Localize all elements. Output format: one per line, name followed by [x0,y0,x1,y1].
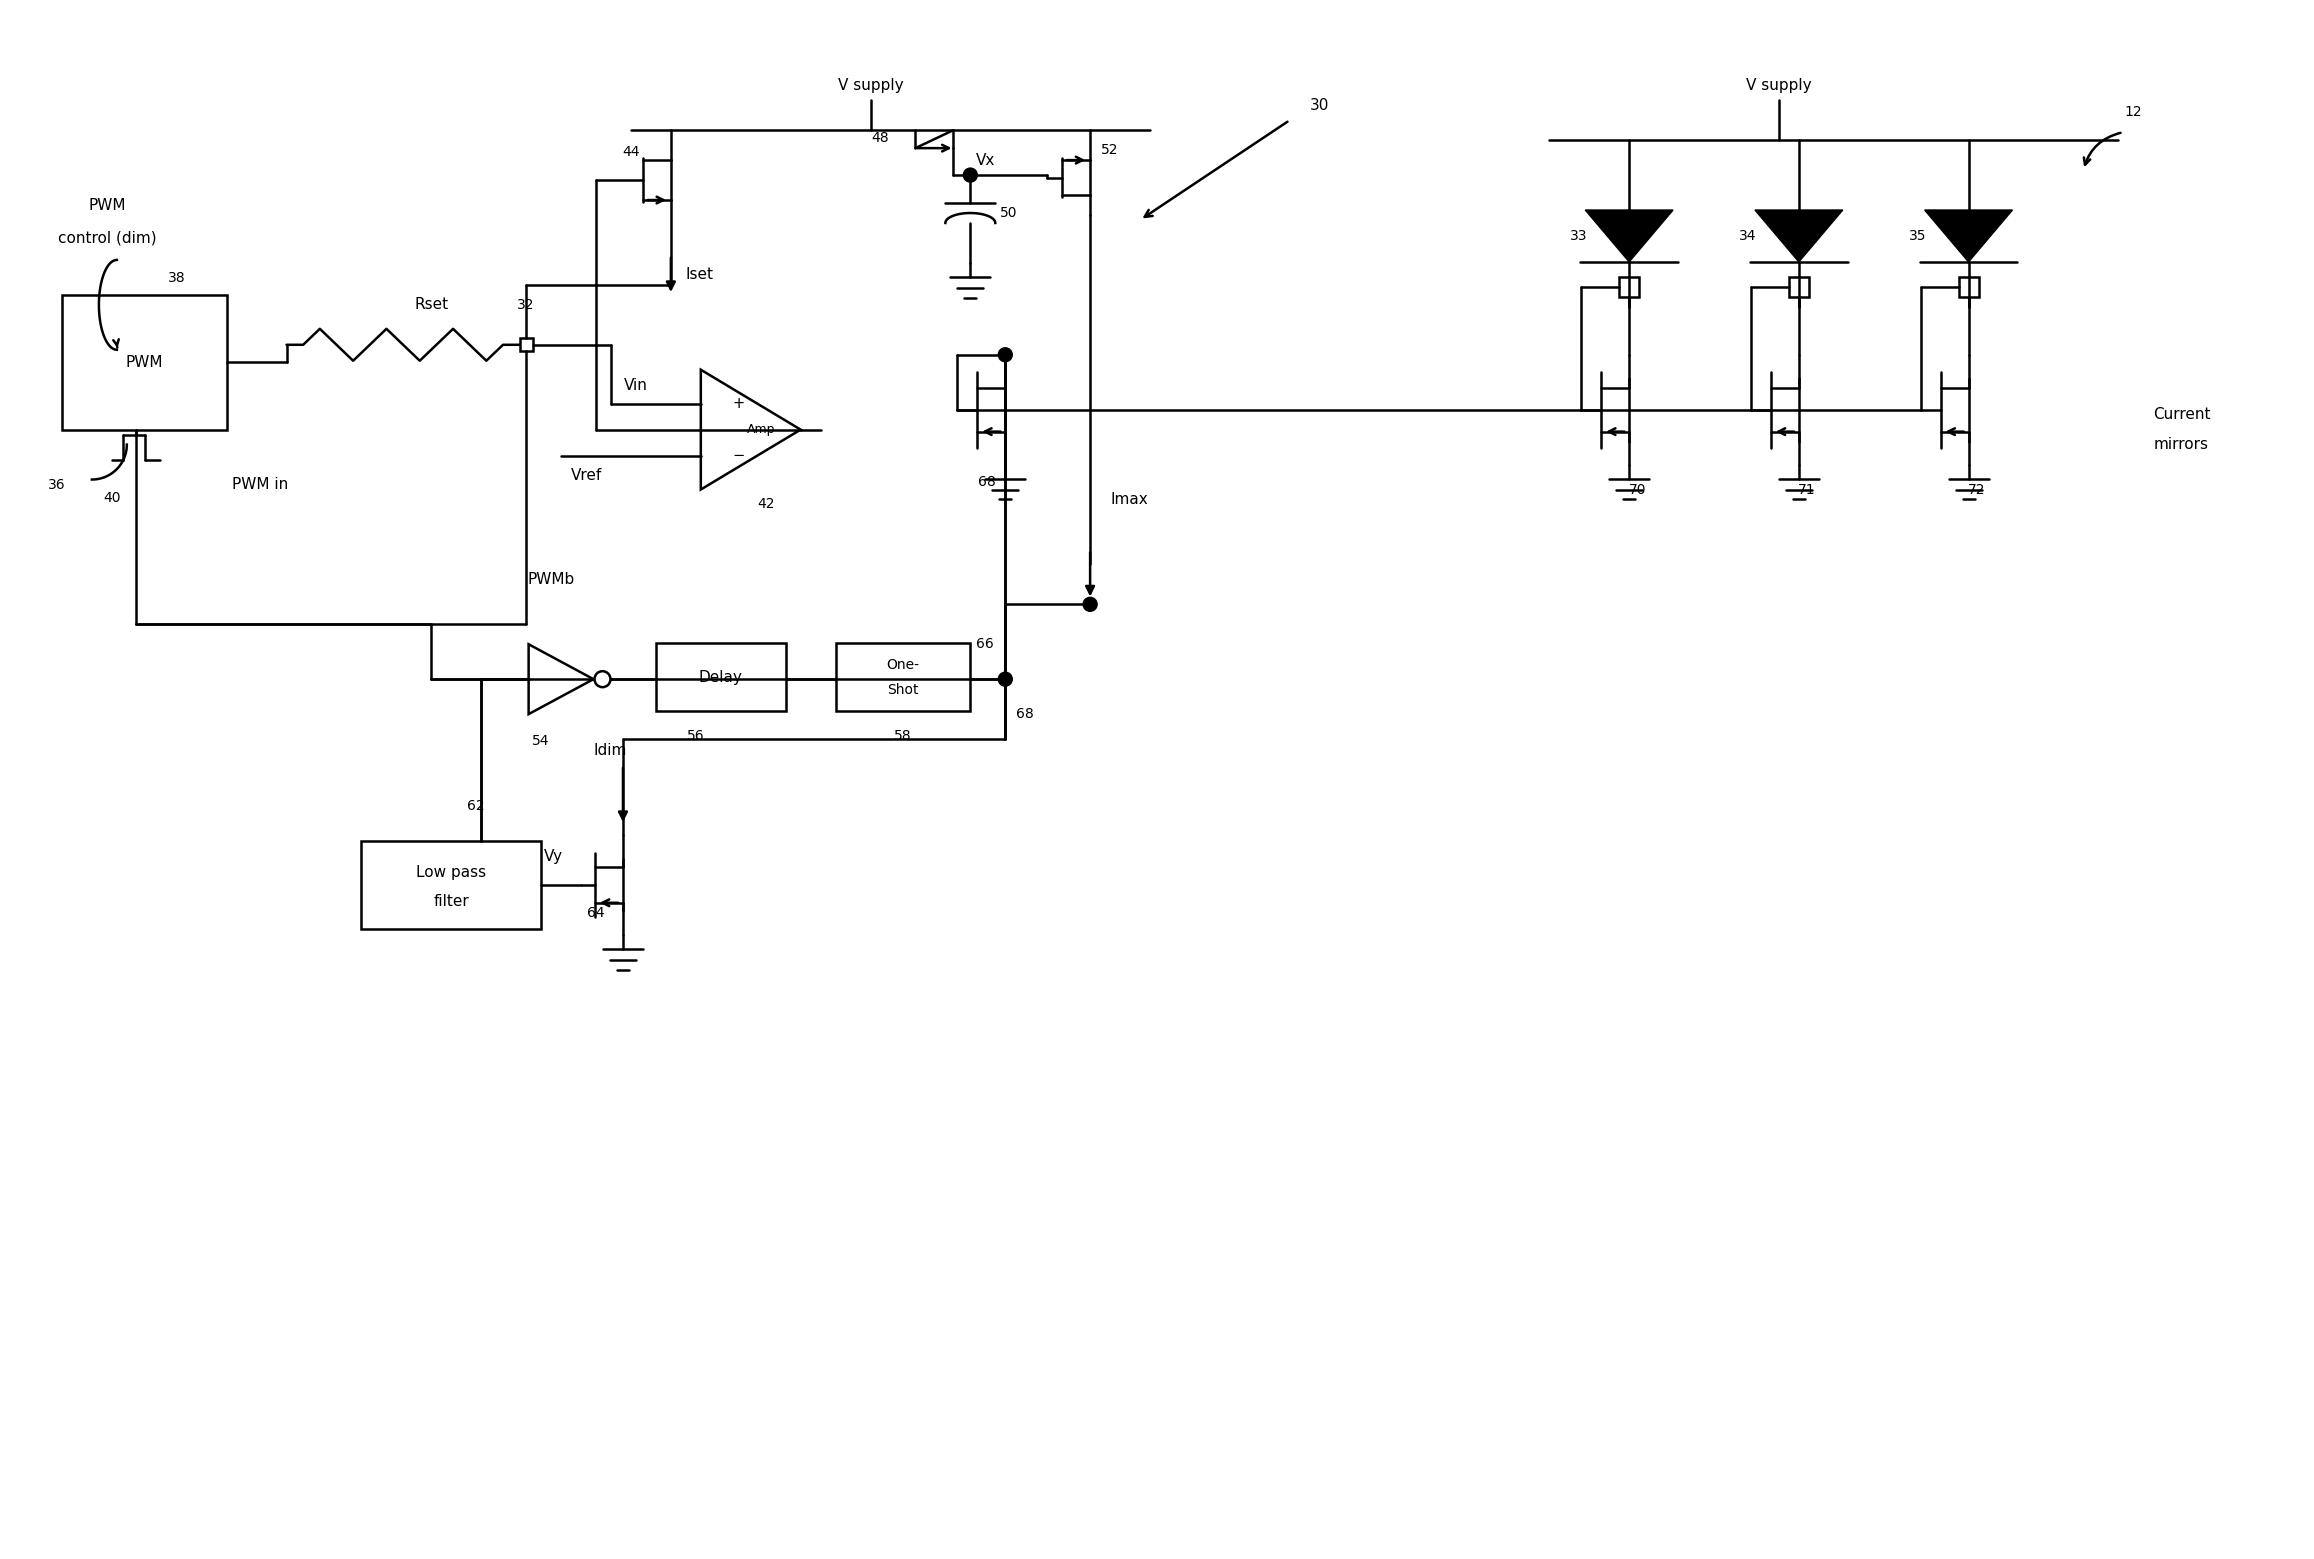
Text: −: − [734,447,745,463]
Text: PWM: PWM [88,198,125,212]
Text: 66: 66 [977,638,995,652]
Text: 44: 44 [622,145,639,159]
Text: mirrors: mirrors [2154,437,2208,452]
Text: 70: 70 [1629,483,1645,496]
Text: Shot: Shot [886,683,919,697]
Bar [655,644,787,711]
Text: 35: 35 [1909,229,1928,243]
Bar [1620,278,1638,296]
Text: +: + [734,396,745,412]
Polygon shape [1585,210,1673,262]
Text: Idim: Idim [592,742,627,758]
Text: 48: 48 [872,131,889,145]
Text: 52: 52 [1101,143,1120,157]
Text: 68: 68 [979,474,997,488]
Text: 33: 33 [1569,229,1587,243]
Text: 30: 30 [1310,98,1331,112]
Text: PWM in: PWM in [231,477,287,493]
Text: 72: 72 [1967,483,1985,496]
Text: Low pass: Low pass [417,865,486,881]
Text: control (dim): control (dim) [58,231,155,245]
Text: Vx: Vx [977,153,995,168]
Text: 58: 58 [893,730,912,744]
Text: 54: 54 [532,734,551,748]
Bar [835,644,970,711]
Circle shape [997,348,1011,362]
Text: 34: 34 [1740,229,1756,243]
Text: PWMb: PWMb [528,572,574,586]
Text: 56: 56 [687,730,706,744]
Text: Current: Current [2154,407,2210,422]
Text: 32: 32 [518,298,535,312]
Text: 38: 38 [169,271,185,285]
Bar [1789,278,1810,296]
Text: Imax: Imax [1111,493,1148,507]
Text: 12: 12 [2124,104,2143,118]
Text: V supply: V supply [838,78,902,92]
Text: Vy: Vy [544,850,562,864]
Bar [62,295,227,430]
Text: 71: 71 [1798,483,1816,496]
Text: 62: 62 [467,798,486,812]
Text: Iset: Iset [685,268,713,282]
Text: PWM: PWM [125,355,162,369]
Text: V supply: V supply [1747,78,1812,92]
Circle shape [595,672,611,688]
Text: 40: 40 [104,491,120,505]
Text: 64: 64 [588,906,604,920]
Bar [521,338,532,351]
Bar [1958,278,1978,296]
Text: filter: filter [433,895,470,909]
Text: Vin: Vin [625,379,648,393]
Text: One-: One- [886,658,919,672]
Circle shape [963,168,977,182]
Polygon shape [1925,210,2013,262]
Text: 50: 50 [1000,206,1018,220]
Text: 42: 42 [757,497,775,511]
Text: 36: 36 [49,477,65,491]
Text: Vref: Vref [569,468,602,483]
Bar [361,840,541,929]
Circle shape [997,672,1011,686]
Text: Delay: Delay [699,670,743,684]
Text: Rset: Rset [414,298,449,312]
Circle shape [1083,597,1097,611]
Text: Amp: Amp [747,422,775,437]
Text: 68: 68 [1016,708,1034,722]
Polygon shape [1754,210,1842,262]
